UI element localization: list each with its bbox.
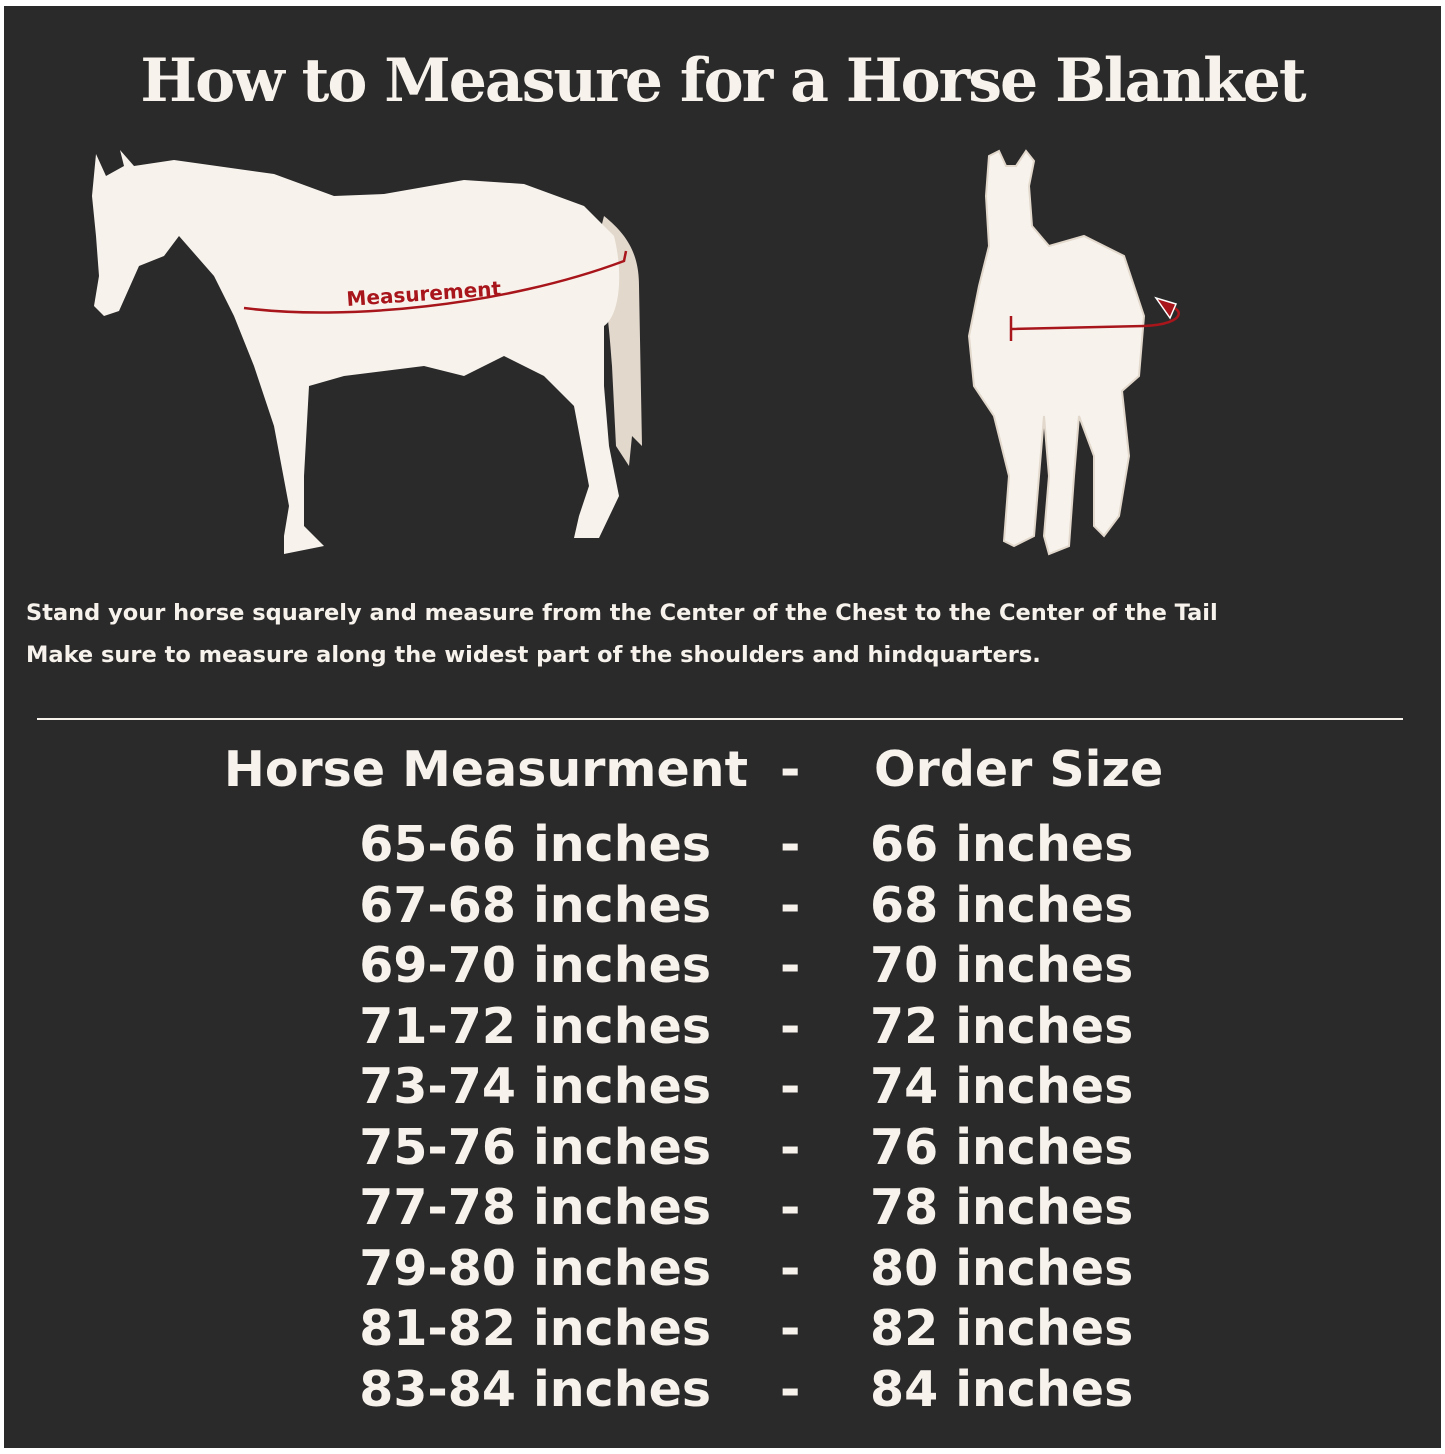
horse-body bbox=[92, 150, 620, 554]
table-row: 77-78 inches - 78 inches bbox=[4, 1178, 1441, 1238]
horse-side-view-illustration: Measurement bbox=[92, 150, 642, 554]
separator-cell: - bbox=[780, 816, 801, 873]
horse-measurement-cell: 65-66 inches bbox=[359, 816, 711, 873]
table-row: 73-74 inches - 74 inches bbox=[4, 1057, 1441, 1117]
table-header: Horse Measurment - Order Size bbox=[4, 740, 1441, 800]
horse-body bbox=[967, 149, 1146, 556]
horse-measurement-cell: 69-70 inches bbox=[359, 937, 711, 994]
order-size-cell: 72 inches bbox=[870, 997, 1134, 1055]
table-row: 67-68 inches - 68 inches bbox=[4, 876, 1441, 936]
horse-measurement-cell: 79-80 inches bbox=[359, 1239, 711, 1297]
separator-cell: - bbox=[780, 1300, 801, 1357]
order-size-cell: 82 inches bbox=[870, 1300, 1134, 1357]
instruction-line-2: Make sure to measure along the widest pa… bbox=[26, 642, 1041, 668]
header-order-size: Order Size bbox=[874, 741, 1164, 798]
order-size-cell: 84 inches bbox=[870, 1360, 1134, 1418]
header-horse-measurement: Horse Measurment bbox=[223, 741, 748, 798]
measurement-line bbox=[243, 250, 628, 314]
horse-measurement-cell: 75-76 inches bbox=[359, 1118, 711, 1176]
order-size-cell: 78 inches bbox=[870, 1179, 1134, 1236]
table-row: 71-72 inches - 72 inches bbox=[4, 997, 1441, 1057]
horse-measurement-cell: 83-84 inches bbox=[359, 1360, 711, 1418]
horse-measurement-cell: 81-82 inches bbox=[359, 1300, 711, 1357]
divider bbox=[37, 718, 1403, 720]
table-row: 69-70 inches - 70 inches bbox=[4, 936, 1441, 996]
table-row: 83-84 inches - 84 inches bbox=[4, 1360, 1441, 1420]
horse-measurement-cell: 71-72 inches bbox=[359, 997, 711, 1055]
separator-cell: - bbox=[780, 1360, 801, 1418]
order-size-cell: 68 inches bbox=[870, 876, 1134, 934]
separator-cell: - bbox=[780, 1118, 801, 1176]
table-row: 65-66 inches - 66 inches bbox=[4, 815, 1441, 875]
horse-measurement-cell: 73-74 inches bbox=[359, 1058, 711, 1115]
separator-cell: - bbox=[780, 1179, 801, 1236]
order-size-cell: 70 inches bbox=[870, 937, 1134, 994]
table-row: 75-76 inches - 76 inches bbox=[4, 1118, 1441, 1178]
separator-cell: - bbox=[780, 1239, 801, 1297]
instruction-line-1: Stand your horse squarely and measure fr… bbox=[26, 600, 1218, 626]
order-size-cell: 74 inches bbox=[870, 1058, 1134, 1115]
order-size-cell: 66 inches bbox=[870, 816, 1134, 873]
separator-cell: - bbox=[780, 997, 801, 1055]
arrow-icon bbox=[1154, 296, 1178, 320]
separator-cell: - bbox=[780, 937, 801, 994]
horse-measurement-cell: 67-68 inches bbox=[359, 876, 711, 934]
header-separator: - bbox=[780, 741, 801, 798]
order-size-cell: 80 inches bbox=[870, 1239, 1134, 1297]
order-size-cell: 76 inches bbox=[870, 1118, 1134, 1176]
page-title: How to Measure for a Horse Blanket bbox=[140, 46, 1306, 116]
table-row: 79-80 inches - 80 inches bbox=[4, 1239, 1441, 1299]
horse-front-view-illustration bbox=[967, 149, 1180, 556]
separator-cell: - bbox=[780, 1058, 801, 1115]
table-row: 81-82 inches - 82 inches bbox=[4, 1299, 1441, 1359]
separator-cell: - bbox=[780, 876, 801, 934]
infographic-panel: How to Measure for a Horse Blanket Measu… bbox=[4, 6, 1441, 1448]
horse-measurement-cell: 77-78 inches bbox=[359, 1179, 711, 1236]
